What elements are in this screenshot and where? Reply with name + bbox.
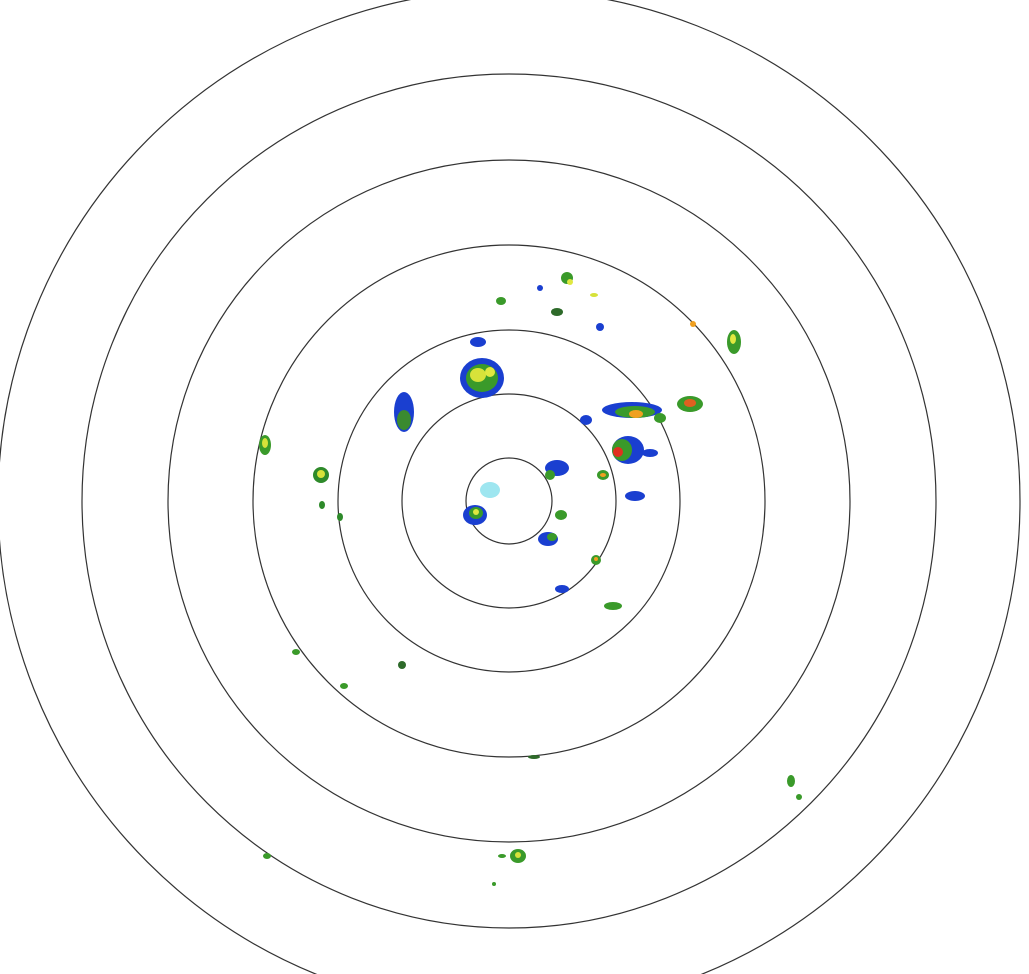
range-ring	[465, 457, 553, 545]
echo	[259, 435, 271, 455]
echo	[313, 467, 343, 521]
echo	[690, 321, 741, 354]
range-ring	[337, 329, 681, 673]
echo	[496, 272, 604, 331]
echoes	[259, 272, 802, 886]
range-ring	[401, 393, 617, 609]
echo	[602, 396, 703, 423]
range-ring	[81, 73, 937, 929]
echo	[463, 415, 645, 610]
echo	[263, 649, 802, 886]
range-ring	[252, 244, 766, 758]
echo	[597, 436, 658, 480]
range-ring	[167, 159, 851, 843]
echo	[460, 337, 504, 398]
echo	[394, 392, 414, 432]
